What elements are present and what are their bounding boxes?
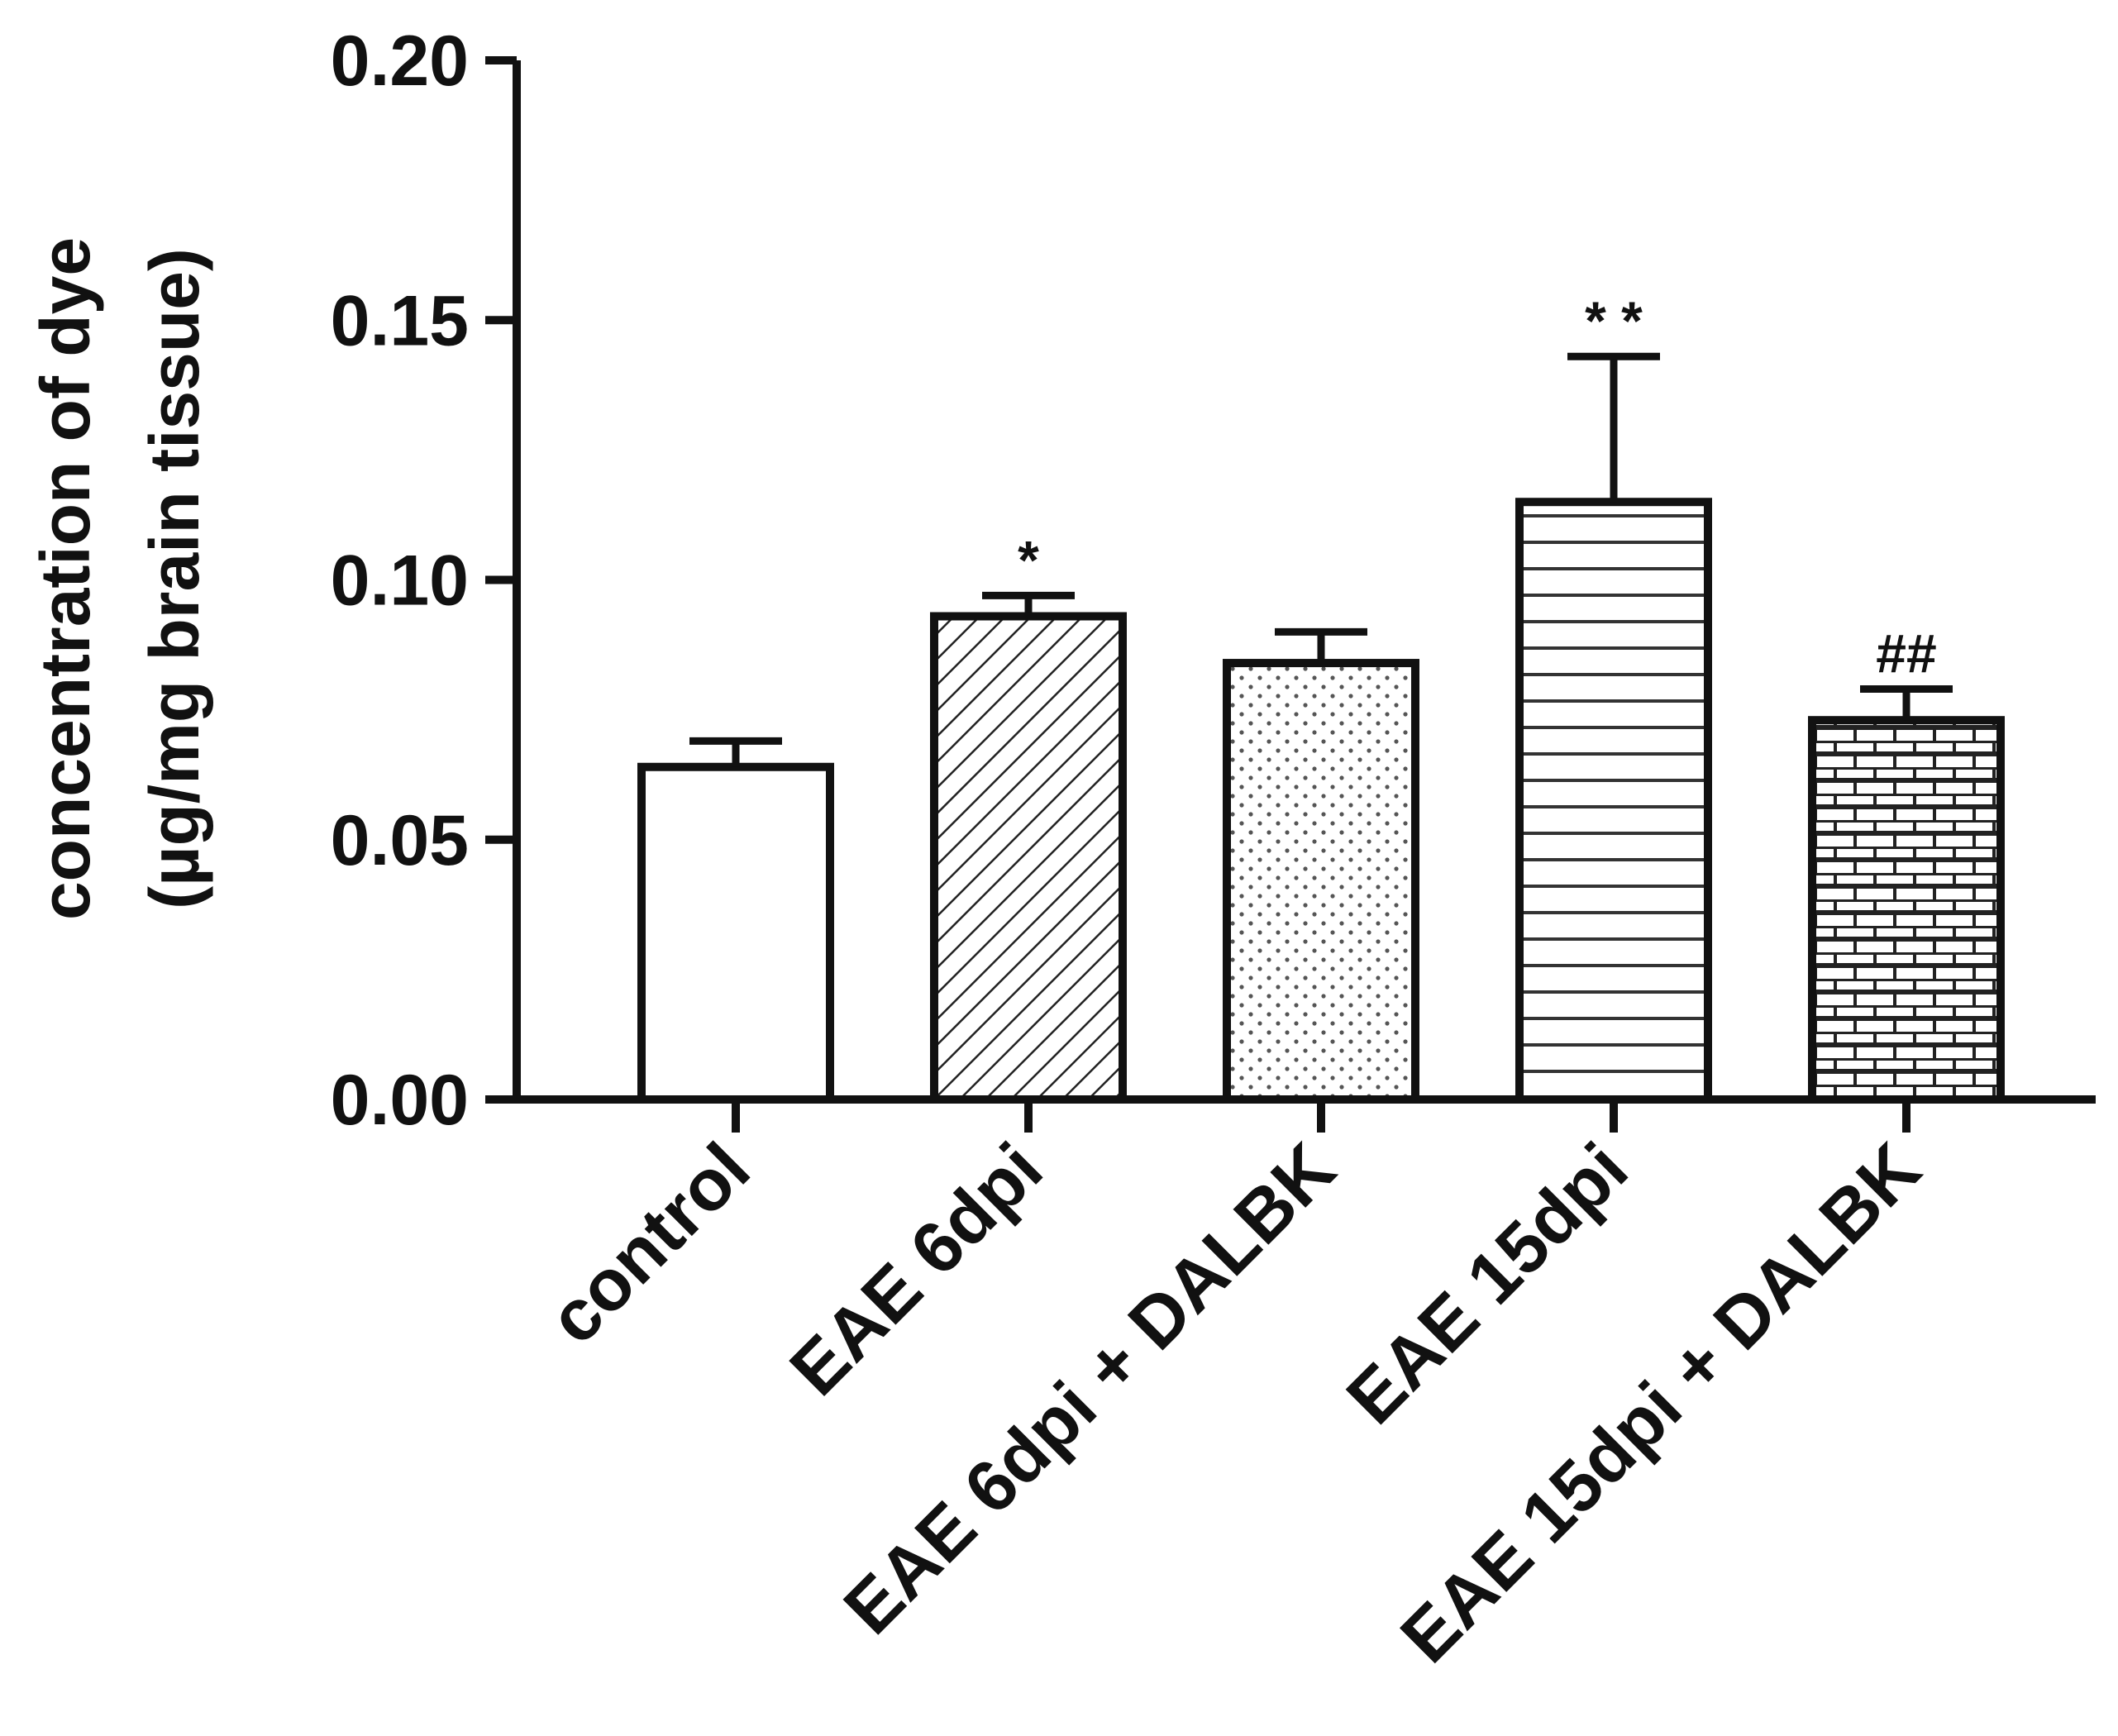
x-category-label: EAE 6dpi + DALBK	[828, 1127, 1351, 1649]
y-tick-label: 0.15	[331, 281, 469, 360]
bar-group	[637, 737, 834, 1104]
x-category-label: EAE 15dpi	[1331, 1127, 1643, 1439]
y-axis-label-line2: (µg/mg brain tissue)	[136, 248, 213, 909]
bar-group: * *	[1515, 290, 1712, 1104]
bars-group: * * * ##	[637, 290, 2005, 1104]
bar-group	[1223, 627, 1419, 1104]
bar	[637, 762, 834, 1104]
y-axis-label-line1: concentration of dye	[26, 237, 104, 920]
bar-group: *	[930, 529, 1127, 1104]
significance-marker: * *	[1585, 290, 1643, 351]
y-tick-label: 0.05	[331, 801, 469, 880]
x-category-label: EAE 6dpi	[774, 1127, 1057, 1410]
significance-marker: *	[1018, 529, 1039, 590]
y-tick-label: 0.00	[331, 1061, 469, 1140]
x-category-label: EAE 15dpi + DALBK	[1385, 1127, 1935, 1677]
bar-group: ##	[1808, 622, 2005, 1104]
bar	[930, 612, 1127, 1104]
bar	[1515, 498, 1712, 1104]
y-axis-ticks: 0.00 0.05 0.10 0.15 0.20	[331, 21, 517, 1140]
y-tick-label: 0.10	[331, 541, 469, 621]
y-axis-title: concentration of dye (µg/mg brain tissue…	[26, 237, 213, 920]
bar	[1808, 716, 2005, 1104]
y-tick-label: 0.20	[331, 21, 469, 101]
x-category-label: control	[533, 1127, 766, 1359]
bar	[1223, 659, 1419, 1104]
significance-marker: ##	[1876, 622, 1936, 684]
